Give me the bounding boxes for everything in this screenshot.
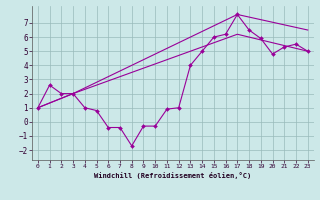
X-axis label: Windchill (Refroidissement éolien,°C): Windchill (Refroidissement éolien,°C)	[94, 172, 252, 179]
